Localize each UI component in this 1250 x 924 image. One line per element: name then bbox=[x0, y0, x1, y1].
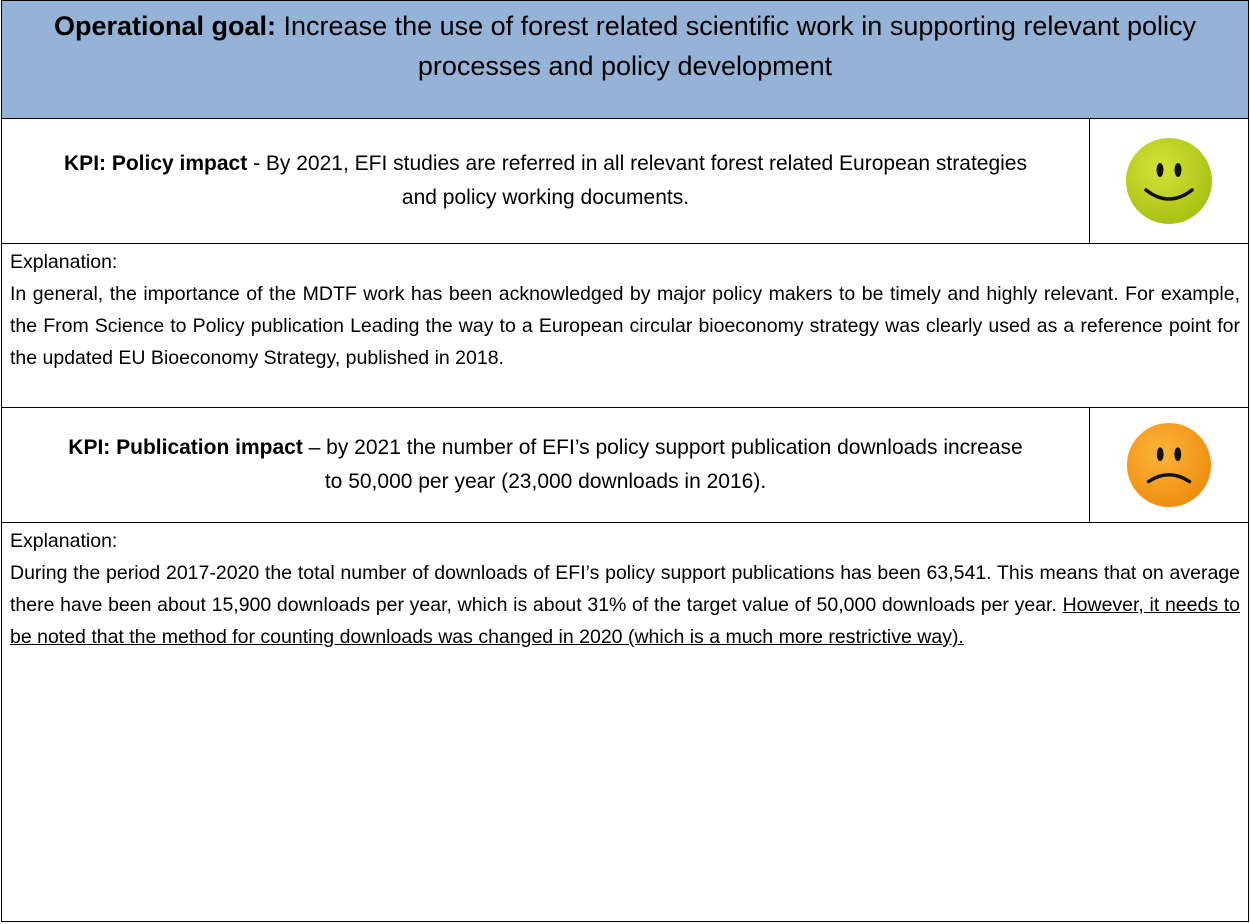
explanation-label: Explanation: bbox=[10, 251, 118, 273]
kpi-row: KPI: Publication impact – by 2021 the nu… bbox=[1, 408, 1090, 523]
explanation-note: However, it needs to be noted that the m… bbox=[10, 594, 1241, 648]
kpi-row: KPI: Policy impact - By 2021, EFI studie… bbox=[1, 119, 1090, 244]
explanation-text: During the period 2017-2020 the total nu… bbox=[10, 562, 1240, 616]
kpi-label: KPI: Policy impact bbox=[64, 152, 248, 175]
sad-face-icon bbox=[1126, 422, 1212, 508]
header: Operational goal: Increase the use of fo… bbox=[1, 0, 1249, 119]
status-cell bbox=[1089, 119, 1249, 244]
status-cell bbox=[1089, 408, 1249, 523]
explanation: Explanation: In general, the importance … bbox=[1, 244, 1249, 408]
header-label: Operational goal: bbox=[53, 11, 277, 41]
kpi-text: - By 2021, EFI studies are referred in a… bbox=[253, 152, 1027, 209]
explanation-body: During the period 2017-2020 the total nu… bbox=[10, 557, 1240, 653]
kpi-label: KPI: Publication impact bbox=[68, 436, 303, 459]
kpi-text: – by 2021 the number of EFI’s policy sup… bbox=[308, 436, 1023, 493]
happy-face-icon bbox=[1126, 138, 1212, 224]
explanation-text: In general, the importance of the MDTF w… bbox=[10, 283, 1240, 369]
explanation-label: Explanation: bbox=[10, 530, 118, 552]
header-text: Increase the use of forest related scien… bbox=[283, 11, 1196, 81]
explanation: Explanation: During the period 2017-2020… bbox=[1, 523, 1249, 922]
